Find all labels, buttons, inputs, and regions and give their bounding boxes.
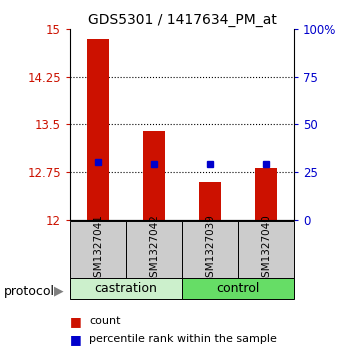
Bar: [199, 182, 221, 220]
Text: GSM1327041: GSM1327041: [93, 215, 103, 285]
Text: GSM1327042: GSM1327042: [149, 215, 159, 285]
Text: control: control: [216, 282, 260, 295]
Bar: [87, 38, 109, 220]
Bar: [70, 278, 182, 299]
Bar: [143, 131, 165, 220]
Text: ■: ■: [70, 315, 82, 328]
Text: GSM1327040: GSM1327040: [261, 215, 271, 285]
Text: protocol: protocol: [4, 285, 55, 298]
Text: castration: castration: [94, 282, 158, 295]
Text: ■: ■: [70, 333, 82, 346]
Bar: [126, 221, 182, 278]
Bar: [182, 221, 238, 278]
Bar: [70, 221, 126, 278]
Text: GSM1327039: GSM1327039: [205, 215, 215, 285]
Bar: [255, 167, 277, 220]
Text: percentile rank within the sample: percentile rank within the sample: [89, 334, 277, 344]
Title: GDS5301 / 1417634_PM_at: GDS5301 / 1417634_PM_at: [88, 13, 276, 26]
Bar: [238, 221, 294, 278]
Text: ▶: ▶: [54, 285, 64, 298]
Bar: [182, 278, 294, 299]
Text: count: count: [89, 316, 121, 326]
